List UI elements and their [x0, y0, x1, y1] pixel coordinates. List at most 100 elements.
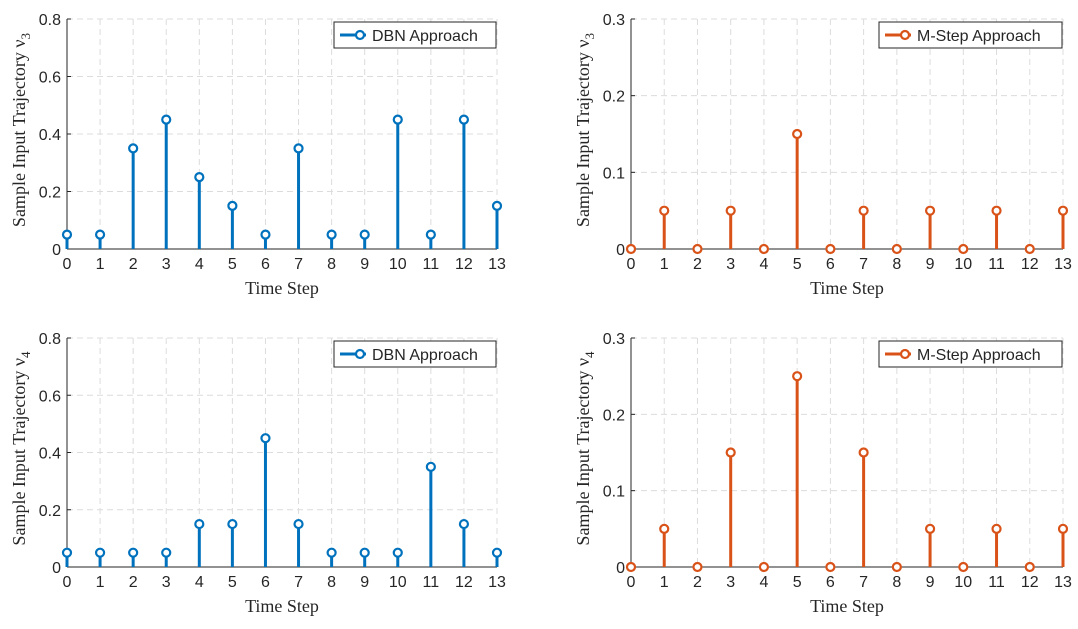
- stem-marker: [359, 229, 370, 240]
- y-tick-label: 0.2: [39, 503, 61, 520]
- stem-marker: [1057, 205, 1069, 216]
- y-tick-label: 0.1: [603, 165, 625, 182]
- x-tick-label: 1: [96, 574, 105, 591]
- x-tick-label: 3: [162, 574, 171, 591]
- stem-marker: [792, 128, 803, 140]
- stem-marker: [825, 561, 836, 573]
- stem-marker: [161, 114, 172, 125]
- x-tick-label: 1: [96, 256, 105, 273]
- series-1: [625, 371, 1069, 573]
- x-tick-label: 8: [892, 256, 901, 273]
- stem-marker: [858, 447, 869, 458]
- y-axis-label-subscript: 4: [18, 351, 33, 358]
- y-tick-label: 0: [52, 560, 61, 577]
- stem-marker: [392, 547, 403, 558]
- y-tick-label: 0: [616, 560, 625, 577]
- plot-area: [631, 338, 1063, 567]
- x-tick-label: 2: [693, 256, 702, 273]
- stem-marker: [991, 523, 1002, 534]
- y-axis-label: Sample Input Trajectory ν4: [573, 351, 597, 546]
- y-axis-label-subscript: 3: [18, 33, 33, 40]
- y-axis-label-text: Sample Input Trajectory ν: [9, 358, 29, 546]
- stem-marker: [260, 229, 271, 240]
- stem-marker: [659, 205, 670, 216]
- x-tick-label: 2: [693, 574, 702, 591]
- x-tick-label: 5: [228, 256, 237, 273]
- legend-marker: [899, 29, 911, 41]
- x-tick-label: 7: [294, 574, 303, 591]
- stem-marker: [94, 229, 106, 240]
- x-tick-label: 12: [1021, 256, 1039, 273]
- y-tick-label: 0.3: [603, 12, 625, 29]
- stem-marker: [392, 114, 403, 125]
- x-tick-label: 4: [195, 574, 204, 591]
- legend-marker: [354, 29, 366, 41]
- stem-marker: [227, 518, 238, 530]
- x-tick-label: 5: [228, 574, 237, 591]
- y-tick-label: 0.2: [39, 185, 61, 202]
- stem-marker: [692, 243, 703, 255]
- x-tick-label: 10: [389, 574, 407, 591]
- stem-marker: [1057, 523, 1069, 534]
- x-tick-label: 3: [162, 256, 171, 273]
- x-tick-label: 0: [63, 574, 72, 591]
- x-axis-label: Time Step: [245, 596, 319, 616]
- y-axis-label: Sample Input Trajectory ν4: [9, 351, 33, 546]
- legend-marker: [354, 348, 366, 360]
- y-tick-label: 0: [52, 242, 61, 259]
- stem-marker: [425, 229, 436, 240]
- legend-label: DBN Approach: [372, 347, 478, 364]
- legend-marker: [899, 348, 911, 360]
- y-tick-label: 0.2: [603, 89, 625, 106]
- stem-marker: [958, 243, 969, 255]
- stem-marker: [326, 229, 337, 240]
- stem-marker: [1024, 561, 1035, 573]
- legend-label: M-Step Approach: [917, 28, 1041, 45]
- stem-marker: [625, 243, 637, 255]
- x-tick-label: 9: [360, 256, 369, 273]
- stem-marker: [659, 523, 670, 534]
- x-tick-label: 9: [926, 256, 935, 273]
- x-tick-label: 6: [826, 574, 835, 591]
- stem-marker: [94, 547, 106, 558]
- x-tick-label: 5: [793, 574, 802, 591]
- x-tick-label: 1: [660, 256, 669, 273]
- x-tick-label: 1: [660, 574, 669, 591]
- stem-marker: [293, 143, 304, 154]
- stem-marker: [260, 433, 271, 444]
- x-tick-label: 3: [726, 256, 735, 273]
- stem-marker: [491, 547, 503, 558]
- legend: M-Step Approach: [878, 340, 1063, 368]
- x-tick-label: 6: [261, 256, 270, 273]
- stem-marker: [825, 243, 836, 255]
- stem-marker: [924, 205, 936, 216]
- x-tick-label: 13: [488, 256, 506, 273]
- x-tick-label: 10: [954, 574, 972, 591]
- stem-marker: [758, 243, 770, 255]
- x-tick-label: 3: [726, 574, 735, 591]
- stem-marker: [359, 547, 370, 558]
- x-tick-label: 13: [1054, 574, 1072, 591]
- x-axis-label: Time Step: [245, 278, 319, 298]
- y-tick-label: 0.2: [603, 407, 625, 424]
- x-tick-label: 8: [892, 574, 901, 591]
- stem-marker: [293, 518, 304, 530]
- stem-marker: [128, 143, 139, 154]
- stem-marker: [891, 243, 902, 255]
- stem-marker: [61, 547, 73, 558]
- series-1: [61, 114, 503, 249]
- stem-marker: [194, 518, 205, 530]
- x-axis-label: Time Step: [810, 596, 884, 616]
- x-tick-label: 4: [759, 574, 768, 591]
- x-tick-label: 0: [63, 256, 72, 273]
- y-axis-label-text: Sample Input Trajectory ν: [9, 39, 29, 227]
- stem-marker: [758, 561, 770, 573]
- x-tick-label: 11: [423, 256, 440, 273]
- x-tick-label: 11: [988, 574, 1005, 591]
- stem-marker: [958, 561, 969, 573]
- y-tick-label: 0.8: [39, 331, 61, 348]
- stem-marker: [792, 371, 803, 382]
- stem-marker: [692, 561, 703, 573]
